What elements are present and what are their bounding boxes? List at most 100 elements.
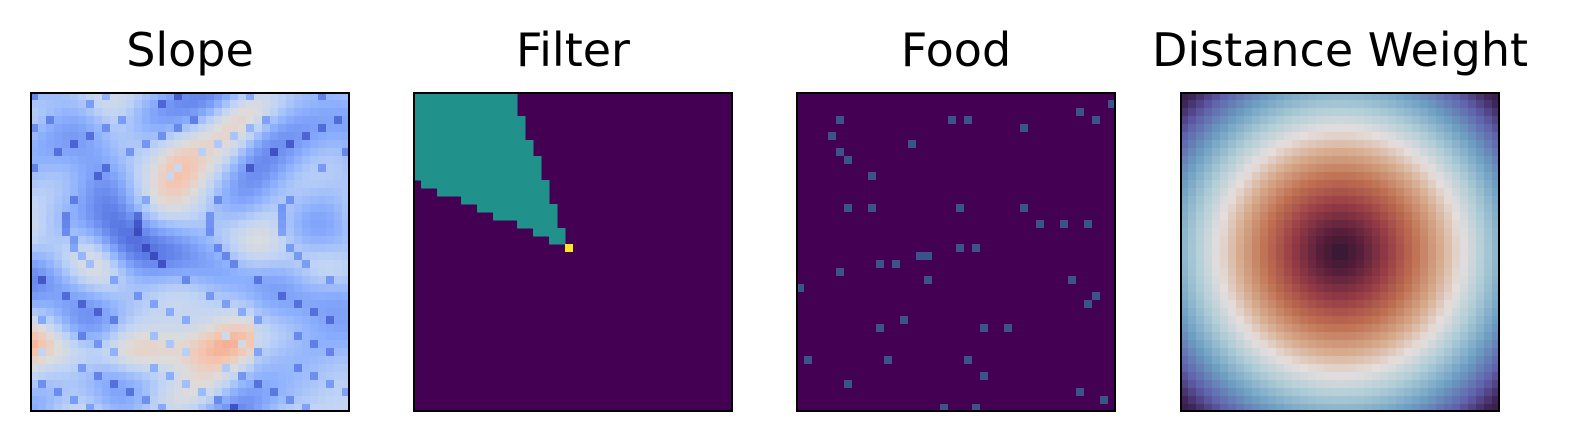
filter-wedge-cell — [525, 172, 534, 181]
distance-cell — [1188, 92, 1197, 101]
distance-cell — [1324, 148, 1333, 157]
slope-cell — [94, 116, 103, 125]
slope-cell — [110, 204, 119, 213]
distance-cell — [1284, 364, 1293, 373]
distance-cell — [1260, 236, 1269, 245]
distance-cell — [1196, 372, 1205, 381]
slope-cell — [334, 220, 343, 229]
distance-cell — [1284, 156, 1293, 165]
distance-cell — [1492, 132, 1500, 141]
distance-cell — [1196, 100, 1205, 109]
slope-cell — [294, 228, 303, 237]
slope-cell — [78, 396, 87, 405]
distance-cell — [1204, 308, 1213, 317]
distance-cell — [1268, 292, 1277, 301]
distance-cell — [1436, 108, 1445, 117]
distance-cell — [1212, 204, 1221, 213]
distance-cell — [1244, 292, 1253, 301]
slope-cell — [86, 212, 95, 221]
slope-cell — [70, 148, 79, 157]
slope-cell — [150, 332, 159, 341]
slope-cell — [118, 124, 127, 133]
distance-cell — [1228, 140, 1237, 149]
distance-cell — [1364, 244, 1373, 253]
slope-cell — [134, 332, 143, 341]
distance-cell — [1436, 132, 1445, 141]
slope-cell — [198, 132, 207, 141]
slope-cell — [206, 252, 215, 261]
slope-cell — [86, 164, 95, 173]
slope-cell — [126, 172, 135, 181]
distance-cell — [1460, 204, 1469, 213]
filter-wedge-cell — [477, 180, 486, 189]
distance-cell — [1428, 108, 1437, 117]
slope-cell — [30, 340, 39, 349]
slope-cell — [246, 364, 255, 373]
distance-cell — [1188, 164, 1197, 173]
slope-cell — [238, 300, 247, 309]
distance-cell — [1300, 172, 1309, 181]
distance-cell — [1252, 212, 1261, 221]
slope-cell — [294, 356, 303, 365]
slope-cell — [38, 236, 47, 245]
slope-cell — [326, 116, 335, 125]
slope-cell — [278, 332, 287, 341]
distance-cell — [1436, 348, 1445, 357]
slope-cell — [318, 356, 327, 365]
filter-wedge-cell — [445, 164, 454, 173]
distance-cell — [1428, 116, 1437, 125]
slope-cell — [70, 292, 79, 301]
distance-cell — [1204, 116, 1213, 125]
distance-cell — [1460, 260, 1469, 269]
distance-cell — [1388, 356, 1397, 365]
distance-cell — [1412, 292, 1421, 301]
distance-cell — [1348, 364, 1357, 373]
slope-cell — [70, 356, 79, 365]
slope-cell — [238, 332, 247, 341]
slope-cell — [278, 276, 287, 285]
slope-cell — [246, 388, 255, 397]
slope-cell — [302, 100, 311, 109]
slope-cell — [206, 164, 215, 173]
distance-cell — [1180, 220, 1189, 229]
slope-cell — [94, 132, 103, 141]
slope-cell — [214, 196, 223, 205]
slope-cell — [278, 308, 287, 317]
distance-cell — [1308, 268, 1317, 277]
slope-cell — [206, 108, 215, 117]
filter-wedge-cell — [493, 196, 502, 205]
distance-cell — [1460, 124, 1469, 133]
distance-cell — [1404, 268, 1413, 277]
distance-cell — [1372, 220, 1381, 229]
filter-wedge-cell — [469, 180, 478, 189]
slope-cell — [86, 332, 95, 341]
slope-cell — [166, 236, 175, 245]
slope-cell — [134, 356, 143, 365]
food-cell — [1060, 220, 1068, 228]
slope-cell — [270, 324, 279, 333]
slope-cell — [198, 276, 207, 285]
slope-cell — [62, 348, 71, 357]
slope-cell — [150, 244, 159, 253]
filter-wedge-cell — [541, 228, 550, 237]
filter-wedge-cell — [501, 212, 510, 221]
slope-cell — [326, 220, 335, 229]
slope-cell — [110, 172, 119, 181]
distance-cell — [1268, 388, 1277, 397]
distance-cell — [1396, 164, 1405, 173]
slope-cell — [230, 332, 239, 341]
distance-cell — [1284, 324, 1293, 333]
slope-cell — [78, 308, 87, 317]
slope-cell — [70, 372, 79, 381]
distance-cell — [1268, 252, 1277, 261]
distance-cell — [1396, 380, 1405, 389]
slope-cell — [102, 172, 111, 181]
distance-cell — [1324, 404, 1333, 412]
distance-cell — [1356, 228, 1365, 237]
slope-cell — [334, 92, 343, 101]
slope-cell — [94, 140, 103, 149]
distance-cell — [1284, 396, 1293, 405]
distance-cell — [1300, 276, 1309, 285]
distance-cell — [1220, 212, 1229, 221]
slope-cell — [262, 388, 271, 397]
